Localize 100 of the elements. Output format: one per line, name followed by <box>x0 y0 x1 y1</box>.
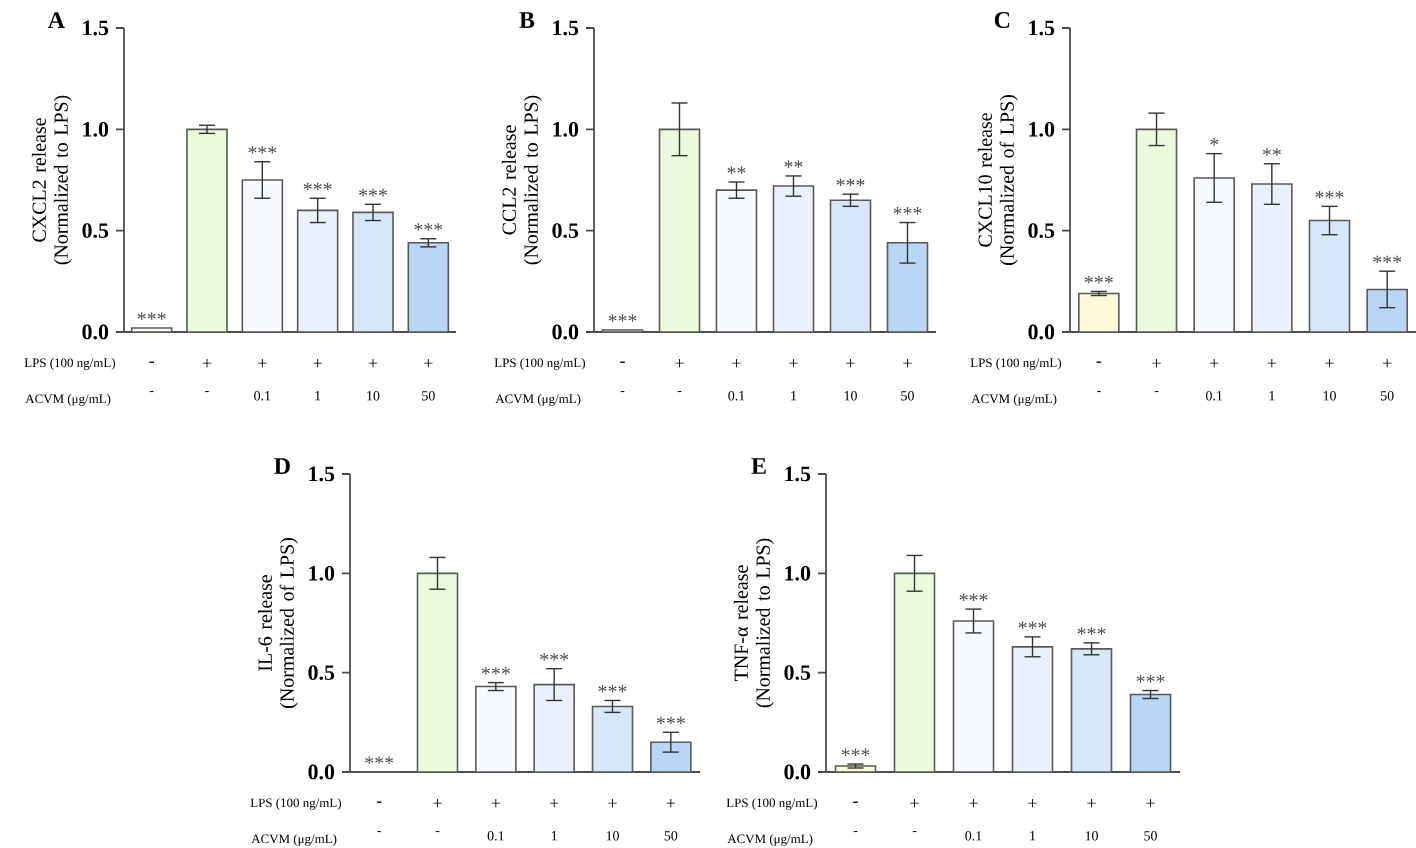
chart-title: C <box>994 11 1010 29</box>
y-tick-label: 0.5 <box>1028 223 1055 239</box>
y-axis-title: CXCL2 release (Normalized to LPS) <box>31 95 72 265</box>
bar <box>591 705 634 773</box>
text: + <box>1267 358 1277 368</box>
annotation: *** <box>1084 276 1113 284</box>
bar <box>952 620 995 773</box>
text: - <box>1096 361 1102 363</box>
y-tick-label: 0.5 <box>308 665 335 681</box>
y-tick-label: 0.5 <box>552 223 579 239</box>
bar <box>829 199 872 333</box>
annotation: *** <box>656 716 685 725</box>
bar <box>1070 648 1113 773</box>
y-tick-label: 0.0 <box>82 324 109 340</box>
annotation: *** <box>137 312 166 320</box>
bar <box>533 683 575 773</box>
bar <box>296 209 339 333</box>
bar <box>658 128 701 333</box>
text: + <box>732 358 741 368</box>
bar <box>352 211 394 333</box>
y-tick-label: 0.0 <box>308 764 335 780</box>
text: + <box>846 358 855 368</box>
text: + <box>675 358 684 368</box>
bar <box>1135 128 1178 333</box>
y-tick-label: 0.0 <box>552 324 579 340</box>
bar <box>772 185 815 333</box>
chart-title: E <box>751 458 766 474</box>
y-tick-label: 0.0 <box>1028 324 1055 340</box>
bar <box>886 242 929 333</box>
bar <box>1251 183 1293 333</box>
bar <box>407 242 450 333</box>
y-tick-label: 1.5 <box>1029 20 1055 36</box>
text: + <box>1325 358 1334 368</box>
annotation: *** <box>481 667 510 675</box>
y-tick-label: 1.5 <box>785 466 811 482</box>
annotation: *** <box>1315 190 1344 199</box>
y-tick-label: 1.0 <box>785 565 811 581</box>
text: + <box>1383 358 1392 368</box>
annotation: *** <box>598 685 627 693</box>
bar <box>650 741 692 773</box>
annotation: ** <box>1262 148 1281 156</box>
bar <box>475 685 517 773</box>
text: + <box>789 358 798 368</box>
bar <box>1193 177 1235 333</box>
bar <box>893 572 936 773</box>
text: + <box>550 798 559 808</box>
bar <box>130 327 173 333</box>
bar <box>416 572 459 773</box>
annotation: *** <box>836 178 865 187</box>
y-tick-label: 1.0 <box>83 121 109 137</box>
text: - <box>376 801 382 803</box>
annotation: *** <box>540 653 569 661</box>
y-tick-label: 1.5 <box>553 20 579 36</box>
text: - <box>853 801 858 803</box>
bar <box>241 179 284 333</box>
text: + <box>433 798 442 808</box>
bar <box>1129 693 1172 773</box>
text: + <box>1087 798 1096 808</box>
annotation: *** <box>841 748 870 756</box>
annotation: ** <box>784 160 803 168</box>
bar <box>1366 288 1408 333</box>
annotation: *** <box>1018 621 1047 629</box>
text: + <box>491 798 501 808</box>
annotation: *** <box>365 756 394 764</box>
annotation: ** <box>727 166 746 174</box>
bar <box>186 128 228 333</box>
y-tick-label: 0.5 <box>82 223 109 239</box>
text: + <box>313 358 322 368</box>
y-tick-label: 1.0 <box>553 121 579 137</box>
text: + <box>666 798 676 808</box>
text: + <box>1210 358 1219 368</box>
text: + <box>1152 358 1161 368</box>
y-axis-title: CCL2 release (Normalized to LPS) <box>501 95 542 265</box>
chart-title: B <box>519 12 535 28</box>
annotation: *** <box>608 314 637 322</box>
y-axis-title: IL-6 release (Normalized of LPS) <box>257 538 298 708</box>
y-tick-label: 1.0 <box>309 565 335 581</box>
annotation: *** <box>303 182 332 191</box>
annotation: * <box>1210 138 1219 146</box>
annotation: *** <box>893 207 922 215</box>
text: + <box>1146 798 1155 808</box>
text: - <box>149 361 154 363</box>
bar <box>715 189 758 333</box>
annotation: *** <box>1373 255 1402 264</box>
text: + <box>1028 798 1037 808</box>
y-tick-label: 1.5 <box>309 466 335 482</box>
annotation: *** <box>359 188 387 197</box>
y-tick-label: 0.0 <box>784 764 811 780</box>
text: + <box>202 358 212 368</box>
bar <box>1078 292 1120 333</box>
text: + <box>910 798 919 808</box>
annotation: *** <box>1077 627 1106 635</box>
annotation: *** <box>414 223 443 231</box>
text: + <box>368 358 378 368</box>
y-tick-label: 1.0 <box>1029 121 1055 137</box>
annotation: *** <box>959 593 988 601</box>
annotation: *** <box>1136 675 1165 683</box>
y-tick-label: 0.5 <box>784 665 811 681</box>
text: + <box>608 798 617 808</box>
text: + <box>424 358 433 368</box>
